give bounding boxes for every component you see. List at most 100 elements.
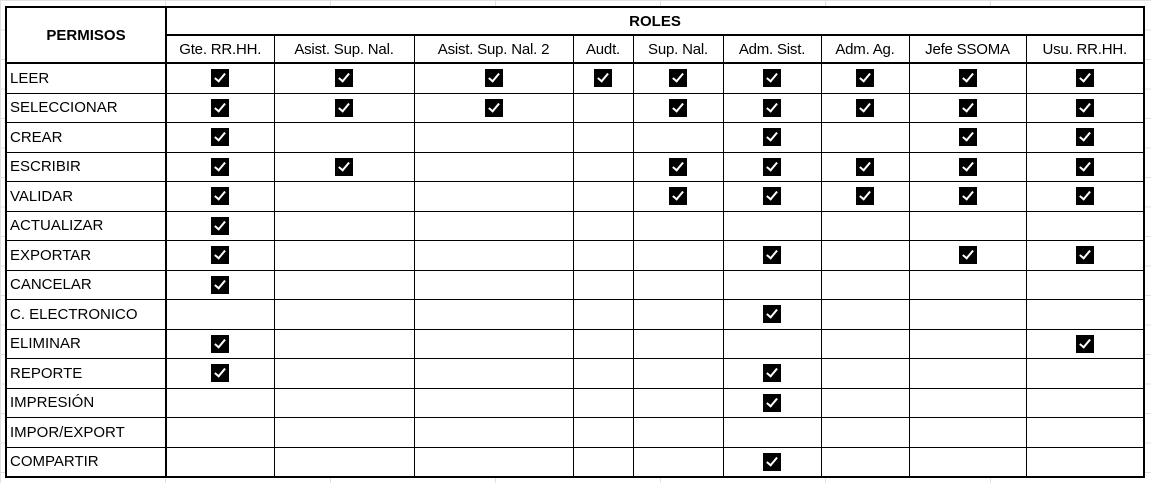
- permission-cell[interactable]: [1025, 269, 1145, 300]
- checked-checkbox-icon[interactable]: [856, 69, 874, 88]
- roles-header[interactable]: ROLES: [165, 6, 1145, 36]
- permission-label[interactable]: ACTUALIZAR: [5, 210, 167, 241]
- permission-cell[interactable]: [165, 240, 275, 271]
- permission-cell[interactable]: [572, 92, 634, 123]
- permission-cell[interactable]: [413, 181, 574, 212]
- checked-checkbox-icon[interactable]: [211, 157, 230, 176]
- checked-checkbox-icon[interactable]: [1075, 128, 1094, 147]
- permission-cell[interactable]: [820, 299, 910, 330]
- permission-cell[interactable]: [572, 358, 634, 389]
- permission-cell[interactable]: [273, 358, 415, 389]
- permission-label[interactable]: SELECCIONAR: [5, 92, 167, 123]
- permission-cell[interactable]: [632, 151, 724, 182]
- permission-label[interactable]: CANCELAR: [5, 269, 167, 300]
- checked-checkbox-icon[interactable]: [763, 157, 781, 176]
- permission-cell[interactable]: [722, 387, 822, 418]
- permission-cell[interactable]: [820, 417, 910, 448]
- permission-cell[interactable]: [722, 417, 822, 448]
- permission-cell[interactable]: [273, 210, 415, 241]
- permission-cell[interactable]: [572, 151, 634, 182]
- permission-cell[interactable]: [908, 328, 1027, 359]
- permission-cell[interactable]: [413, 151, 574, 182]
- permission-cell[interactable]: [722, 92, 822, 123]
- permission-cell[interactable]: [632, 210, 724, 241]
- permission-cell[interactable]: [722, 151, 822, 182]
- permission-cell[interactable]: [165, 269, 275, 300]
- checked-checkbox-icon[interactable]: [763, 69, 781, 88]
- permissions-header[interactable]: PERMISOS: [5, 6, 167, 64]
- permission-cell[interactable]: [273, 62, 415, 94]
- role-header[interactable]: Audt.: [572, 34, 634, 64]
- checked-checkbox-icon[interactable]: [856, 157, 874, 176]
- permission-label[interactable]: C. ELECTRONICO: [5, 299, 167, 330]
- permission-cell[interactable]: [820, 240, 910, 271]
- permission-cell[interactable]: [820, 387, 910, 418]
- permission-cell[interactable]: [908, 417, 1027, 448]
- permission-cell[interactable]: [820, 92, 910, 123]
- permission-label[interactable]: IMPRESIÓN: [5, 387, 167, 418]
- checked-checkbox-icon[interactable]: [763, 128, 781, 147]
- checked-checkbox-icon[interactable]: [484, 69, 503, 88]
- permission-cell[interactable]: [1025, 328, 1145, 359]
- permission-cell[interactable]: [572, 210, 634, 241]
- permission-cell[interactable]: [572, 328, 634, 359]
- permission-cell[interactable]: [165, 62, 275, 94]
- permission-cell[interactable]: [722, 358, 822, 389]
- checked-checkbox-icon[interactable]: [958, 246, 977, 265]
- permission-label[interactable]: REPORTE: [5, 358, 167, 389]
- permission-cell[interactable]: [908, 62, 1027, 94]
- checked-checkbox-icon[interactable]: [335, 98, 353, 117]
- checked-checkbox-icon[interactable]: [958, 128, 977, 147]
- permission-cell[interactable]: [722, 328, 822, 359]
- permission-cell[interactable]: [273, 240, 415, 271]
- permission-cell[interactable]: [722, 210, 822, 241]
- checked-checkbox-icon[interactable]: [211, 246, 230, 265]
- permission-cell[interactable]: [572, 122, 634, 153]
- permission-cell[interactable]: [1025, 92, 1145, 123]
- permission-cell[interactable]: [1025, 151, 1145, 182]
- checked-checkbox-icon[interactable]: [1075, 187, 1094, 206]
- role-header[interactable]: Adm. Sist.: [722, 34, 822, 64]
- permission-cell[interactable]: [820, 122, 910, 153]
- role-header[interactable]: Usu. RR.HH.: [1025, 34, 1145, 64]
- permission-cell[interactable]: [820, 181, 910, 212]
- permission-cell[interactable]: [632, 417, 724, 448]
- permission-cell[interactable]: [273, 328, 415, 359]
- role-header[interactable]: Adm. Ag.: [820, 34, 910, 64]
- checked-checkbox-icon[interactable]: [763, 393, 781, 412]
- checked-checkbox-icon[interactable]: [763, 452, 781, 471]
- permission-cell[interactable]: [722, 122, 822, 153]
- permission-cell[interactable]: [413, 92, 574, 123]
- permission-label[interactable]: EXPORTAR: [5, 240, 167, 271]
- permission-label[interactable]: ELIMINAR: [5, 328, 167, 359]
- permission-cell[interactable]: [273, 92, 415, 123]
- permission-cell[interactable]: [908, 446, 1027, 478]
- checked-checkbox-icon[interactable]: [669, 157, 687, 176]
- permission-cell[interactable]: [273, 151, 415, 182]
- permission-cell[interactable]: [165, 210, 275, 241]
- checked-checkbox-icon[interactable]: [856, 187, 874, 206]
- permission-cell[interactable]: [572, 269, 634, 300]
- permission-cell[interactable]: [1025, 358, 1145, 389]
- permission-cell[interactable]: [413, 358, 574, 389]
- role-header[interactable]: Asist. Sup. Nal. 2: [413, 34, 574, 64]
- permission-cell[interactable]: [632, 269, 724, 300]
- checked-checkbox-icon[interactable]: [763, 187, 781, 206]
- checked-checkbox-icon[interactable]: [211, 69, 230, 88]
- permission-cell[interactable]: [1025, 181, 1145, 212]
- permission-cell[interactable]: [413, 269, 574, 300]
- permission-cell[interactable]: [908, 387, 1027, 418]
- permission-cell[interactable]: [273, 299, 415, 330]
- permission-cell[interactable]: [908, 240, 1027, 271]
- permission-label[interactable]: COMPARTIR: [5, 446, 167, 478]
- checked-checkbox-icon[interactable]: [211, 216, 230, 235]
- checked-checkbox-icon[interactable]: [211, 98, 230, 117]
- role-header[interactable]: Jefe SSOMA: [908, 34, 1027, 64]
- checked-checkbox-icon[interactable]: [211, 275, 230, 294]
- permission-cell[interactable]: [273, 417, 415, 448]
- permission-cell[interactable]: [165, 122, 275, 153]
- permission-cell[interactable]: [1025, 387, 1145, 418]
- permission-cell[interactable]: [632, 328, 724, 359]
- checked-checkbox-icon[interactable]: [958, 98, 977, 117]
- permission-cell[interactable]: [820, 358, 910, 389]
